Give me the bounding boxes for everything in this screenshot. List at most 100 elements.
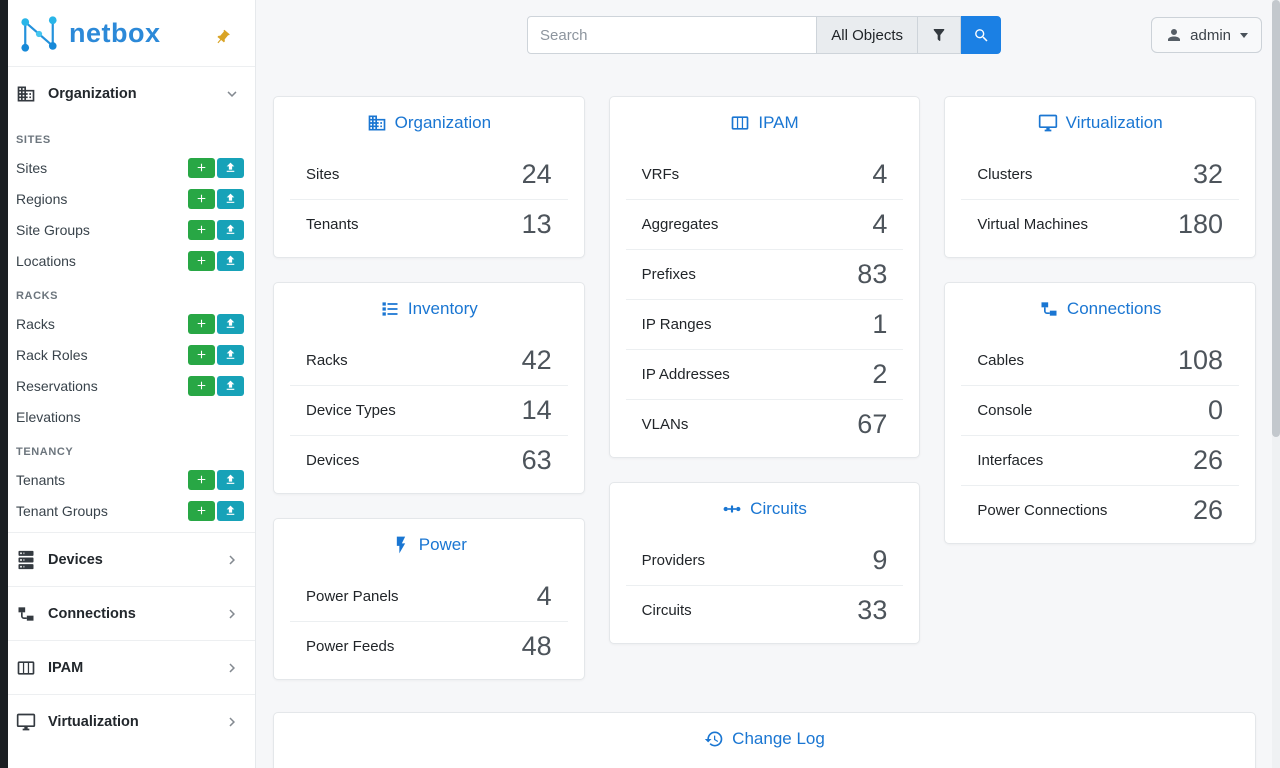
stat-link[interactable]: VLANs (641, 416, 689, 433)
sidebar-link-sites[interactable]: Sites (16, 159, 48, 176)
import-button[interactable] (217, 250, 244, 271)
stat-link[interactable]: Interfaces (977, 452, 1044, 469)
stat-link[interactable]: Power Feeds (306, 638, 395, 655)
add-button[interactable] (188, 157, 215, 178)
import-button[interactable] (217, 188, 244, 209)
sidebar-item-locations: Locations (8, 245, 255, 276)
stat-link[interactable]: Console (977, 402, 1033, 419)
stat-link[interactable]: Power Connections (977, 502, 1108, 519)
sidebar-link-locations[interactable]: Locations (16, 252, 76, 269)
stat-value: 33 (857, 595, 888, 625)
stat-row: Clusters 32 (961, 149, 1239, 199)
sidebar-item-tenant-groups: Tenant Groups (8, 495, 255, 526)
pin-icon[interactable] (211, 26, 235, 50)
import-button[interactable] (217, 375, 244, 396)
sidebar-link-reservations[interactable]: Reservations (16, 377, 98, 394)
caret-down-icon (1240, 32, 1248, 38)
sidebar-group-label: IPAM (48, 659, 84, 676)
add-button[interactable] (188, 313, 215, 334)
scrollbar-thumb[interactable] (1272, 0, 1280, 437)
add-button[interactable] (188, 188, 215, 209)
stat-link[interactable]: Racks (306, 351, 348, 369)
server-icon (16, 550, 36, 570)
add-button[interactable] (188, 469, 215, 490)
stat-link[interactable]: Providers (641, 551, 706, 569)
sidebar-link-rack-roles[interactable]: Rack Roles (16, 346, 88, 363)
search-input[interactable] (527, 16, 818, 54)
sidebar-item-organization[interactable]: Organization (8, 67, 255, 120)
stat-link[interactable]: Aggregates (641, 216, 719, 233)
virtualization-card: Virtualization Clusters 32 Virtual Machi… (944, 96, 1257, 258)
import-button[interactable] (217, 500, 244, 521)
sidebar-item-ipam[interactable]: IPAM (8, 641, 255, 694)
card-title: IPAM (758, 113, 799, 132)
user-menu-button[interactable]: admin (1151, 17, 1262, 53)
filter-icon (931, 27, 947, 43)
sidebar-item-connections[interactable]: Connections (8, 587, 255, 640)
import-button[interactable] (217, 219, 244, 240)
page-scrollbar (1272, 0, 1280, 768)
stat-link[interactable]: Power Panels (306, 587, 399, 605)
sidebar-item-virtualization[interactable]: Virtualization (8, 695, 255, 748)
add-button[interactable] (188, 250, 215, 271)
netbox-logo-icon (16, 12, 62, 56)
add-button[interactable] (188, 344, 215, 365)
monitor-icon (16, 712, 36, 732)
stat-row: Virtual Machines 180 (961, 199, 1240, 249)
sidebar-link-racks[interactable]: Racks (16, 315, 55, 332)
stat-link[interactable]: Sites (306, 165, 340, 183)
sidebar-section-racks: RACKS (16, 290, 59, 302)
search-bar: All Objects (527, 16, 1001, 54)
sidebar-link-tenants[interactable]: Tenants (16, 471, 66, 488)
stat-link[interactable]: Prefixes (641, 266, 696, 283)
circuits-card: Circuits Providers 9 Circuits 33 (608, 482, 921, 644)
sidebar-link-tenant-groups[interactable]: Tenant Groups (16, 502, 108, 519)
import-button[interactable] (217, 469, 244, 490)
stat-value: 32 (1192, 158, 1224, 189)
stat-row: Power Connections 26 (961, 485, 1240, 535)
import-button[interactable] (217, 157, 244, 178)
stat-value: 13 (521, 209, 552, 239)
stat-link[interactable]: Virtual Machines (977, 216, 1088, 233)
stat-row: Power Feeds 48 (290, 621, 568, 671)
search-submit-button[interactable] (961, 16, 1001, 54)
add-button[interactable] (188, 375, 215, 396)
netbox-logo[interactable]: netbox (8, 0, 255, 66)
stat-link[interactable]: Cables (977, 351, 1025, 369)
stat-row: Sites 24 (290, 149, 568, 199)
stat-value: 48 (521, 631, 552, 661)
import-button[interactable] (217, 344, 244, 365)
stat-link[interactable]: IP Ranges (641, 316, 712, 333)
card-title: Power (418, 535, 467, 554)
stat-link[interactable]: Devices (306, 452, 360, 469)
sidebar-link-site-groups[interactable]: Site Groups (16, 221, 90, 238)
topbar: All Objects admin (256, 0, 1272, 70)
stat-row: IP Addresses 2 (625, 349, 904, 399)
add-button[interactable] (188, 219, 215, 240)
stat-value: 1 (872, 309, 888, 339)
card-title: Virtualization (1065, 113, 1163, 132)
stat-row: Aggregates 4 (625, 199, 904, 249)
organization-card: Organization Sites 24 Tenants 13 (273, 96, 585, 258)
sidebar-item-site-groups: Site Groups (8, 214, 255, 245)
sidebar-link-regions[interactable]: Regions (16, 190, 68, 207)
cable-icon (1039, 299, 1059, 319)
stat-link[interactable]: IP Addresses (641, 366, 730, 383)
import-button[interactable] (217, 313, 244, 334)
stat-value: 180 (1177, 209, 1224, 239)
sidebar-link-elevations[interactable]: Elevations (16, 408, 81, 425)
search-scope-dropdown[interactable]: All Objects (817, 16, 918, 54)
stat-value: 26 (1192, 495, 1224, 525)
change-log-card: Change Log (273, 712, 1256, 768)
stat-link[interactable]: Tenants (306, 216, 359, 233)
add-button[interactable] (188, 500, 215, 521)
sidebar-group-virtualization: Virtualization (8, 694, 255, 748)
stat-link[interactable]: VRFs (641, 165, 680, 183)
stat-link[interactable]: Clusters (977, 165, 1033, 183)
sidebar-item-devices[interactable]: Devices (8, 533, 255, 586)
stat-link[interactable]: Circuits (641, 602, 692, 619)
sidebar-group-label: Virtualization (48, 713, 139, 730)
filter-button[interactable] (918, 16, 961, 54)
stat-value: 14 (521, 395, 552, 425)
stat-link[interactable]: Device Types (306, 402, 396, 419)
